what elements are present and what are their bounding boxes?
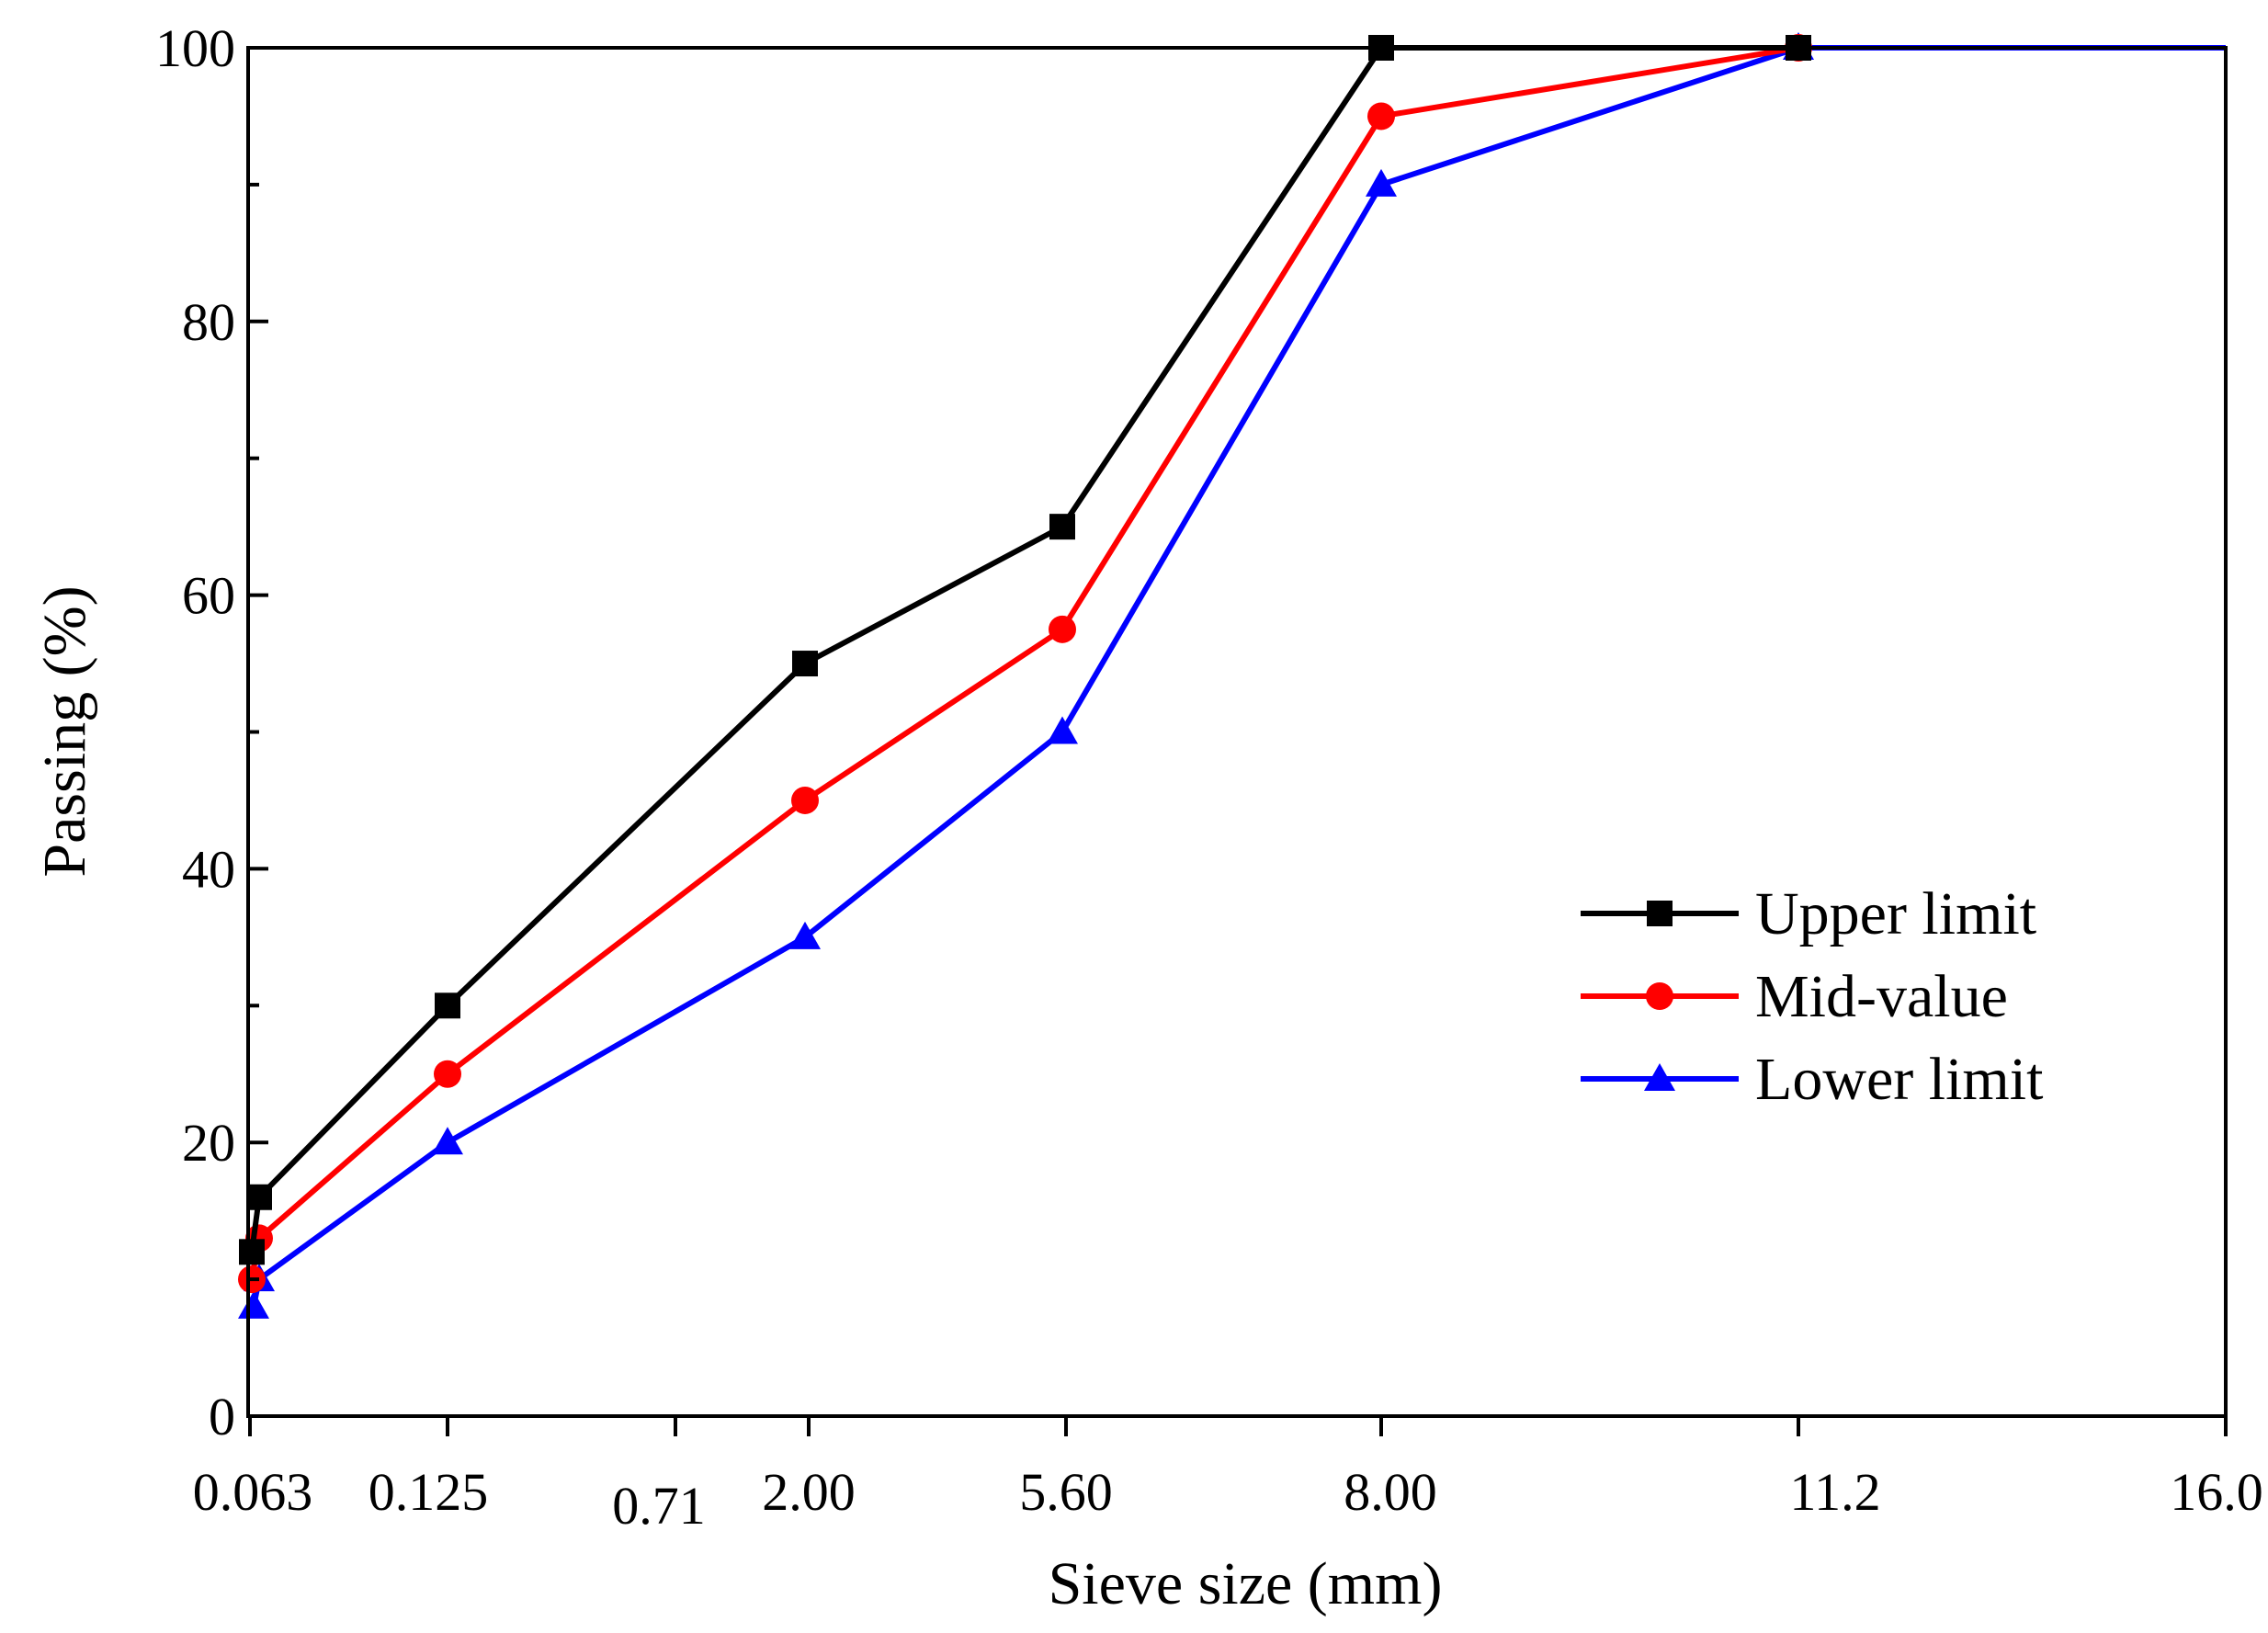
axes: 0 20 40 60 80 100 0.063 0.125 0.71 2.00 5.60 8.00 11…: [155, 18, 2263, 1536]
legend-label: Lower limit: [1755, 1046, 2043, 1113]
legend-entry: Lower limit: [1581, 1046, 2043, 1113]
data-point-square: [1049, 514, 1075, 540]
data-point-square: [435, 992, 460, 1019]
series-line: [249, 45, 1799, 1280]
data-point-triangle: [1047, 716, 1078, 744]
data-point-triangle: [1366, 168, 1397, 197]
y-tick-label: 60: [182, 566, 235, 626]
y-tick-label: 20: [182, 1113, 235, 1173]
x-tick-label: 5.60: [1019, 1462, 1113, 1522]
series-line: [251, 45, 2226, 1308]
data-point-circle: [1049, 615, 1076, 643]
x-tick-label: 0.063: [193, 1462, 313, 1522]
legend-label: Upper limit: [1755, 880, 2036, 947]
data-point-triangle: [789, 921, 821, 949]
data-point-square: [1647, 901, 1673, 926]
series-upper-limit: [239, 35, 1811, 1265]
legend-entry: Upper limit: [1581, 880, 2036, 947]
plot-marks: [238, 32, 2226, 1319]
data-point-circle: [1367, 102, 1395, 130]
y-tick-label: 80: [182, 292, 235, 352]
x-tick-label: 11.2: [1789, 1462, 1880, 1522]
x-axis-title: Sieve size (mm): [1049, 1550, 1443, 1617]
data-point-triangle: [1644, 1063, 1675, 1091]
x-tick-label: 8.00: [1344, 1462, 1437, 1522]
series-lower-limit: [238, 32, 2226, 1319]
y-tick-label: 40: [182, 839, 235, 899]
y-tick-label: 100: [155, 18, 235, 78]
x-tick-label: 16.0: [2170, 1462, 2263, 1522]
data-point-triangle: [432, 1127, 463, 1155]
y-tick-label: 0: [209, 1387, 235, 1446]
plot-frame: [246, 46, 2228, 1418]
data-point-square: [246, 1184, 272, 1210]
y-axis-title: Passing (%): [31, 585, 98, 877]
x-tick-label: 2.00: [762, 1462, 856, 1522]
data-point-circle: [1646, 982, 1673, 1010]
data-point-circle: [791, 786, 819, 814]
data-point-square: [239, 1239, 265, 1265]
legend-label: Mid-value: [1755, 963, 2008, 1030]
x-tick-label: 0.71: [612, 1476, 706, 1536]
data-point-triangle: [238, 1290, 269, 1319]
data-point-square: [792, 651, 818, 677]
legend: Upper limit Mid-value Lower limit: [1581, 880, 2043, 1113]
series-line: [249, 45, 1798, 1253]
x-tick-label: 0.125: [369, 1462, 489, 1522]
legend-entry: Mid-value: [1581, 963, 2008, 1030]
series-mid-value: [238, 34, 1812, 1294]
data-point-circle: [434, 1060, 461, 1088]
